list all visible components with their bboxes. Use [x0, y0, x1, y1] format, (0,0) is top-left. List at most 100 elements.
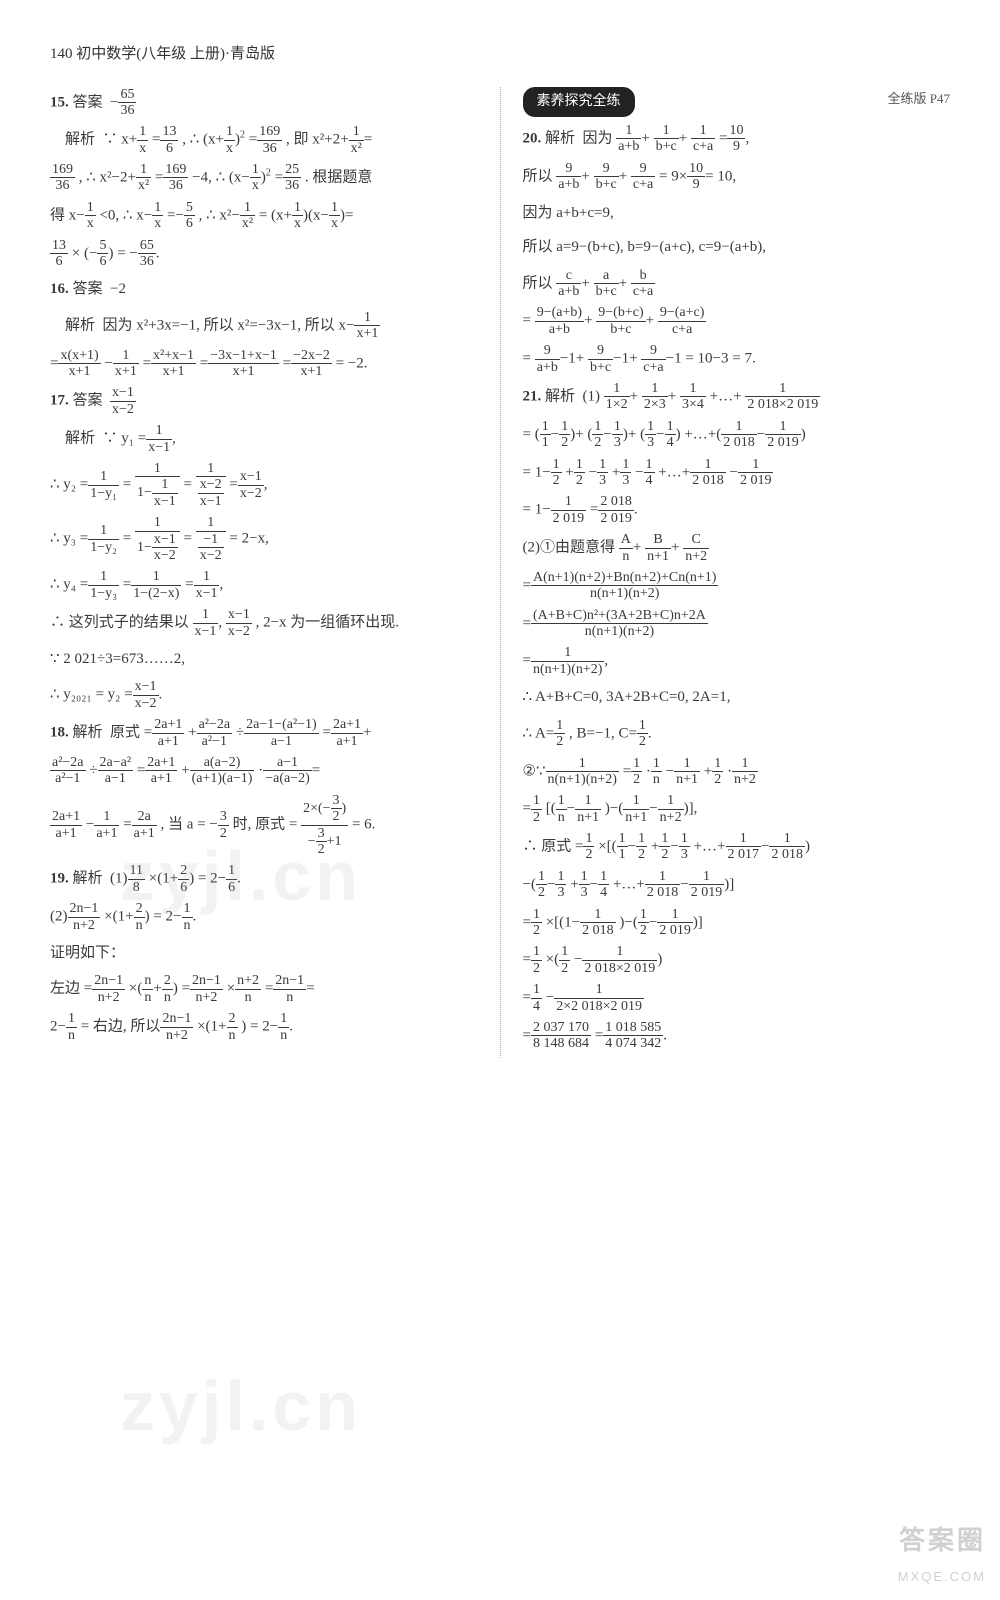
f: 13 [620, 457, 631, 489]
f: x−1x−2 [133, 679, 159, 711]
f: 12 018 [721, 419, 757, 451]
f: 11−y₃ [88, 569, 119, 601]
f: 2a+1a+1 [331, 717, 363, 749]
f: 1x [137, 124, 148, 156]
t: ) [173, 981, 178, 997]
f: 9c+a [631, 161, 655, 193]
t: ) [108, 245, 113, 261]
f: 32 [218, 809, 229, 841]
f: 1a+1 [94, 809, 119, 841]
t: , 即 x²+2+ [286, 132, 349, 148]
jx-label: 解析 [65, 132, 95, 148]
t: = [123, 477, 131, 493]
t: = [523, 577, 531, 593]
f: 12 [536, 869, 547, 901]
f: 1n+1 [674, 756, 700, 788]
f: 136 [50, 238, 68, 270]
f: 1x [250, 162, 261, 194]
t: − [574, 952, 582, 968]
f: Bn+1 [645, 532, 671, 564]
t: = [312, 762, 320, 778]
t: −1+ [613, 351, 637, 367]
f: 1x+1 [354, 310, 380, 342]
f: a(a−2)(a+1)(a−1) [190, 755, 255, 787]
t: (1) [110, 871, 128, 887]
t: − [656, 426, 664, 442]
t: (− [84, 245, 97, 261]
t: − [104, 355, 112, 371]
t: (x− [229, 169, 250, 185]
f: ab+c [594, 268, 619, 300]
f: 1n [651, 756, 662, 788]
f: 2n−1n+2 [160, 1011, 193, 1043]
f: 2a+1a+1 [152, 717, 184, 749]
t: , [218, 614, 222, 630]
t: 因为 [583, 130, 613, 146]
t: ×[(1− [546, 914, 580, 930]
t: , [264, 477, 268, 493]
f: 12 [554, 718, 565, 750]
t: ) [189, 871, 194, 887]
t: ÷ [89, 762, 97, 778]
t: (x+ [271, 207, 292, 223]
t: = [137, 762, 145, 778]
t: 得 x− [50, 207, 85, 223]
t: + [584, 313, 592, 329]
t: . [237, 871, 241, 887]
q18-num: 18. [50, 725, 69, 741]
t: ∴ y₂₀₂₁ = y₂ = [50, 687, 133, 703]
corner-url: MXQE.COM [898, 1565, 986, 1590]
t: = 1− [523, 502, 551, 518]
f: 26 [178, 863, 189, 895]
f: 136 [160, 124, 178, 156]
f: 12 018 [769, 831, 805, 863]
t: = [200, 355, 208, 371]
t: − [603, 426, 611, 442]
t: −1 = 10−3 = 7. [666, 351, 756, 367]
t: . [193, 908, 197, 924]
t: 所以 [523, 168, 553, 184]
t: = [364, 132, 372, 148]
t: . [156, 245, 160, 261]
t: = [623, 763, 631, 779]
t: = [50, 355, 58, 371]
t: × [149, 871, 157, 887]
t: − [761, 838, 769, 854]
t: = [523, 426, 531, 442]
f: 12 [574, 457, 585, 489]
jx-label: 解析 [65, 431, 95, 447]
f: 2n [134, 901, 145, 933]
f: 12 [659, 831, 670, 863]
t: + [633, 539, 641, 555]
f: 11−(2−x) [131, 569, 181, 601]
f: a²−2aa²−1 [50, 755, 86, 787]
t: −1+ [560, 351, 584, 367]
t: 因为 a+b+c=9, [523, 199, 951, 228]
t: . [289, 1019, 293, 1035]
t: ) [145, 908, 150, 924]
t: (x+ [203, 132, 224, 148]
f: 13 [579, 869, 590, 901]
t: = [143, 355, 151, 371]
f: 2a−a²a−1 [98, 755, 134, 787]
t: [( [546, 801, 556, 817]
f: 1x² [240, 200, 255, 232]
f: 13 [555, 869, 566, 901]
t: −( [523, 876, 536, 892]
f: 13×4 [680, 381, 706, 413]
t: ∴ A+B+C=0, 3A+2B+C=0, 2A=1, [523, 683, 951, 712]
t: − [649, 914, 657, 930]
f: 1n+2 [658, 793, 684, 825]
t: = [229, 477, 237, 493]
section-badge: 素养探究全练 [523, 87, 635, 118]
f: 6536 [138, 238, 156, 270]
minus: − [110, 94, 118, 110]
f: x(x+1)x+1 [58, 348, 100, 380]
t: + [704, 763, 712, 779]
two-column-layout: 15. 答案 −6536 解析 ∵ x+1x =136 , ∴ (x+1x)2 … [50, 87, 950, 1058]
f: 11−y₂ [88, 523, 119, 555]
q15-num: 15. [50, 94, 69, 110]
t: , 当 a = − [161, 817, 218, 833]
f: 14 [665, 419, 676, 451]
f: 12 [637, 718, 648, 750]
